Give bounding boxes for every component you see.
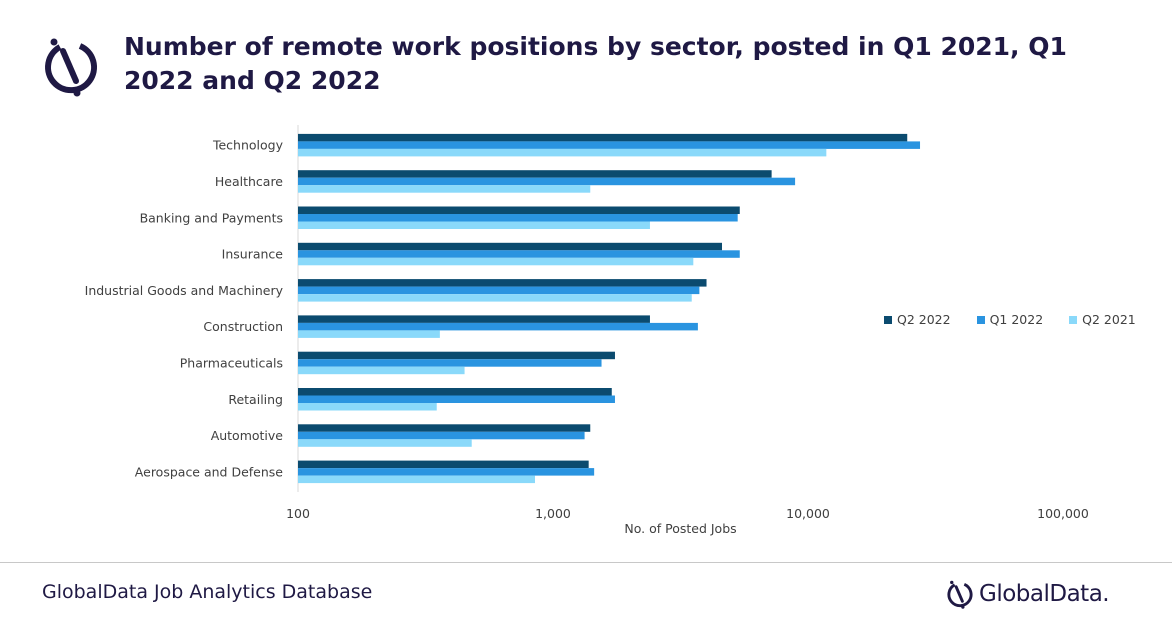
legend-item: Q2 2022 <box>884 312 951 327</box>
bar-q2-2021 <box>298 439 472 447</box>
category-label: Healthcare <box>215 174 283 189</box>
legend-swatch <box>976 315 985 324</box>
bar-q2-2022 <box>298 133 908 142</box>
footer-divider <box>0 562 1172 563</box>
brand-name: GlobalData. <box>979 581 1110 607</box>
bar-q2-2022 <box>298 279 707 287</box>
category-label: Insurance <box>222 247 284 262</box>
category-label: Technology <box>212 138 284 153</box>
category-label: Pharmaceuticals <box>180 355 283 370</box>
globaldata-brand-icon <box>947 580 973 609</box>
bar-q2-2021 <box>298 330 440 338</box>
category-label: Aerospace and Defense <box>135 464 284 479</box>
bar-q2-2022 <box>298 388 612 396</box>
x-tick-label: 100 <box>286 506 310 521</box>
legend-label: Q2 2022 <box>897 312 951 327</box>
x-axis-title: No. of Posted Jobs <box>624 521 736 536</box>
legend-swatch <box>1069 315 1078 324</box>
bar-q2-2022 <box>298 170 772 178</box>
x-tick-label: 100,000 <box>1037 506 1089 521</box>
bar-q2-2022 <box>298 460 589 469</box>
chart-legend: Q2 2022 Q1 2022 Q2 2021 <box>884 312 1136 327</box>
bar-chart: Technology Healthcare Banking and Payments… <box>85 125 1089 536</box>
bar-q2-2021 <box>298 294 692 302</box>
bar-q2-2022 <box>298 242 723 251</box>
category-label: Banking and Payments <box>140 210 283 225</box>
globaldata-brand: GlobalData. <box>945 576 1110 612</box>
legend-swatch <box>884 315 892 324</box>
bar-q1-2022 <box>298 322 698 331</box>
legend-item: Q2 2021 <box>1069 312 1136 327</box>
bar-q2-2021 <box>298 366 465 375</box>
bar-q1-2022 <box>298 395 615 403</box>
category-label: Automotive <box>211 428 284 443</box>
chart-title: Number of remote work positions by secto… <box>124 32 1067 95</box>
bar-q1-2022 <box>298 177 796 186</box>
bar-q2-2021 <box>298 475 536 484</box>
category-label: Construction <box>203 319 283 334</box>
bar-q1-2022 <box>298 141 921 149</box>
bar-q1-2022 <box>298 359 602 367</box>
bar-q1-2022 <box>298 468 595 476</box>
bar-q1-2022 <box>298 431 585 440</box>
legend-item: Q1 2022 <box>976 312 1044 327</box>
bar-q2-2022 <box>298 351 615 360</box>
x-tick-label: 1,000 <box>535 506 571 521</box>
bar-q1-2022 <box>298 286 700 295</box>
bar-q2-2021 <box>298 257 694 266</box>
bar-q2-2022 <box>298 206 740 214</box>
bar-q2-2021 <box>298 221 650 229</box>
x-tick-label: 10,000 <box>786 506 830 521</box>
bar-q2-2022 <box>298 424 591 432</box>
category-label: Retailing <box>228 392 283 407</box>
category-label: Industrial Goods and Machinery <box>85 283 284 298</box>
bar-q2-2021 <box>298 185 591 193</box>
bar-q2-2021 <box>298 403 437 411</box>
bar-q1-2022 <box>298 214 738 222</box>
legend-label: Q1 2022 <box>989 312 1044 327</box>
bar-q1-2022 <box>298 250 740 258</box>
bar-q2-2022 <box>298 315 650 323</box>
data-source: GlobalData Job Analytics Database <box>42 581 373 603</box>
legend-label: Q2 2021 <box>1082 312 1136 327</box>
bar-q2-2021 <box>298 148 827 157</box>
globaldata-logo-icon <box>45 38 98 97</box>
